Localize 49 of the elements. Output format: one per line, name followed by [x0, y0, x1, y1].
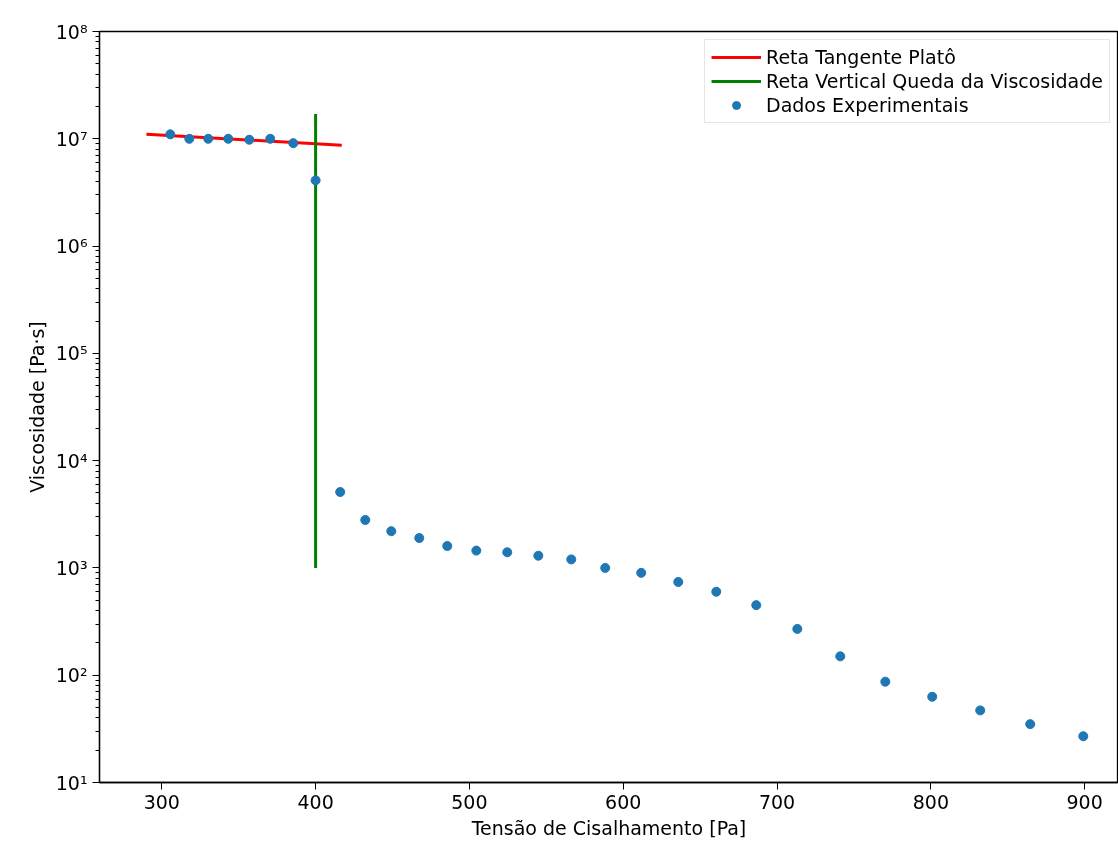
point	[184, 133, 195, 144]
point	[360, 514, 371, 525]
y-tick-label: 10⁷	[55, 127, 88, 150]
point	[1078, 731, 1089, 742]
x-tick-label: 600	[605, 790, 642, 813]
legend-label: Reta Tangente Platô	[766, 46, 956, 68]
point	[835, 651, 846, 662]
point	[386, 526, 397, 537]
x-tick-label: 300	[143, 790, 180, 813]
point	[223, 133, 234, 144]
y-tick-label: 10²	[55, 664, 88, 687]
point	[414, 533, 425, 544]
y-tick-label: 10⁴	[55, 449, 88, 472]
x-tick-label: 700	[758, 790, 796, 813]
x-axis-title: Tensão de Cisalhamento [Pa]	[470, 816, 747, 839]
point	[244, 134, 255, 145]
point	[600, 562, 611, 573]
point	[288, 138, 299, 149]
point	[165, 129, 176, 140]
point	[673, 576, 684, 587]
point	[711, 586, 722, 597]
point	[751, 600, 762, 611]
legend-label: Reta Vertical Queda da Viscosidade	[766, 70, 1103, 92]
point	[636, 567, 647, 578]
point	[792, 623, 803, 634]
point	[335, 487, 346, 498]
x-tick-label: 400	[297, 790, 334, 813]
y-tick-label: 10³	[55, 556, 88, 579]
point	[975, 705, 986, 716]
legend-label: Dados Experimentais	[766, 94, 969, 116]
point	[442, 541, 453, 552]
point	[533, 550, 544, 561]
point	[1025, 719, 1036, 730]
y-tick-label: 10⁶	[55, 235, 88, 258]
x-tick-label: 900	[1066, 790, 1103, 813]
y-tick-label: 10⁵	[55, 342, 88, 365]
point	[265, 133, 276, 144]
x-tick-label: 800	[912, 790, 949, 813]
y-tick-label: 10¹	[55, 771, 88, 794]
point	[566, 554, 577, 565]
y-axis-title: Viscosidade [Pa·s]	[25, 321, 48, 493]
y-tick-label: 10⁸	[55, 20, 88, 43]
point	[880, 676, 891, 687]
x-tick-label: 500	[451, 790, 488, 813]
point	[927, 691, 938, 702]
point	[203, 133, 214, 144]
point	[471, 545, 482, 556]
point	[502, 547, 513, 558]
point	[310, 175, 321, 186]
